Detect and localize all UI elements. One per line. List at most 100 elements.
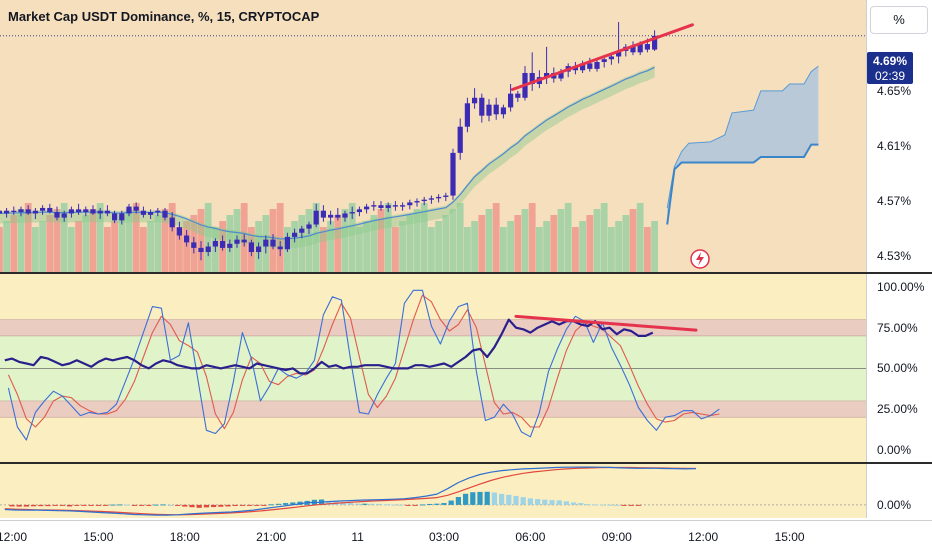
macd-histogram-bar xyxy=(470,492,476,505)
candle-body xyxy=(11,210,17,213)
rsi-axis-tick-label: 0.00% xyxy=(877,442,912,457)
candle-body xyxy=(328,214,334,218)
price-axis-tick-label: 4.57% xyxy=(877,194,912,209)
candle xyxy=(148,209,154,219)
volume-bar xyxy=(564,203,572,272)
candle xyxy=(205,242,211,257)
candle-body xyxy=(104,210,110,214)
candle-body xyxy=(25,209,31,214)
candle xyxy=(169,212,175,232)
candle-body xyxy=(155,210,161,213)
rsi-band xyxy=(0,319,866,336)
macd-histogram-bar xyxy=(326,500,332,505)
candle-body xyxy=(90,209,96,214)
candle xyxy=(191,236,197,254)
candle-body xyxy=(601,59,607,62)
macd-histogram-bar xyxy=(9,504,15,507)
macd-histogram-bar xyxy=(362,503,368,505)
volume-bar xyxy=(586,215,594,272)
volume-bar xyxy=(471,221,478,272)
candle xyxy=(140,206,146,218)
pane-divider[interactable] xyxy=(0,462,932,464)
candle xyxy=(508,84,514,112)
candle xyxy=(292,228,298,243)
volume-bar xyxy=(442,215,450,272)
volume-bar xyxy=(46,215,54,272)
candle xyxy=(18,206,24,217)
macd-histogram-bar xyxy=(146,504,152,506)
volume-bar xyxy=(449,209,457,272)
volume-bar xyxy=(140,227,147,272)
candle xyxy=(493,97,499,120)
macd-histogram-bar xyxy=(599,504,605,506)
candle-body xyxy=(457,126,463,153)
volume-bar xyxy=(485,209,493,272)
candle xyxy=(400,202,406,211)
candle xyxy=(176,221,182,240)
macd-histogram-bar xyxy=(153,504,159,506)
volume-bar xyxy=(327,221,334,272)
pane-divider[interactable] xyxy=(0,272,932,274)
macd-histogram-bar xyxy=(340,502,346,505)
price-axis-tick-label: 4.65% xyxy=(877,83,912,98)
candle-body xyxy=(472,97,478,104)
time-axis-tick-label: 21:00 xyxy=(256,530,287,544)
candle-body xyxy=(18,209,24,213)
time-axis[interactable]: 12:00 15:00 18:00 21:00 11 03:00 06:00 09:00 12:… xyxy=(0,520,932,551)
macd-axis[interactable]: 0.00% xyxy=(866,464,932,518)
candle-body xyxy=(248,242,254,253)
chart-canvas xyxy=(0,22,866,516)
volume-bar xyxy=(435,221,442,272)
candle xyxy=(500,104,506,119)
macd-histogram-bar xyxy=(203,504,209,508)
rsi-band xyxy=(0,400,866,418)
volume-bar xyxy=(600,203,608,272)
macd-histogram-bar xyxy=(225,504,231,507)
candle xyxy=(241,234,247,247)
macd-histogram-bar xyxy=(52,504,58,506)
volume-bar xyxy=(0,227,3,272)
time-axis-tick-label: 12:00 xyxy=(0,530,28,544)
candle xyxy=(68,206,74,218)
volume-bar xyxy=(24,203,32,272)
candle-body xyxy=(68,209,74,214)
candle xyxy=(529,52,535,91)
macd-histogram-bar xyxy=(59,504,65,506)
time-axis-tick-label: 03:00 xyxy=(428,530,460,544)
candle-body xyxy=(443,195,449,197)
last-price-badge: 4.69% 02:39 xyxy=(867,52,913,84)
macd-pane[interactable] xyxy=(0,464,866,518)
candle xyxy=(486,99,492,122)
candle xyxy=(284,232,290,253)
candle-body xyxy=(133,206,139,211)
candle xyxy=(104,205,110,217)
candle xyxy=(371,201,377,211)
volume-bar xyxy=(622,215,630,272)
macd-histogram-bar xyxy=(527,498,533,505)
candle xyxy=(97,207,103,219)
candle xyxy=(443,192,449,202)
candle xyxy=(162,207,168,221)
candle xyxy=(155,207,161,217)
macd-histogram-bar xyxy=(506,494,512,505)
macd-histogram-bar xyxy=(131,504,137,506)
volume-bar xyxy=(464,227,471,272)
candle-body xyxy=(126,206,132,214)
price-axis[interactable]: 4.65% 4.61% 4.57% 4.53% xyxy=(866,0,932,272)
volume-bar xyxy=(572,227,579,272)
volume-bar xyxy=(363,221,370,272)
candle xyxy=(0,210,2,214)
volume-bar xyxy=(651,221,658,272)
candle xyxy=(594,59,600,72)
chart-title: Market Cap USDT Dominance, %, 15, CRYPTO… xyxy=(8,9,320,24)
candle-body xyxy=(198,247,204,253)
macd-histogram-bar xyxy=(81,504,87,506)
candle-body xyxy=(241,239,247,243)
volume-bar xyxy=(550,215,558,272)
volume-bar xyxy=(75,221,82,272)
macd-histogram-bar xyxy=(31,504,37,507)
candle xyxy=(364,203,370,214)
macd-histogram-bar xyxy=(74,504,80,506)
percent-scale-button[interactable]: % xyxy=(870,6,928,34)
rsi-axis[interactable]: 100.00% 75.00% 50.00% 25.00% 0.00% xyxy=(866,274,932,462)
